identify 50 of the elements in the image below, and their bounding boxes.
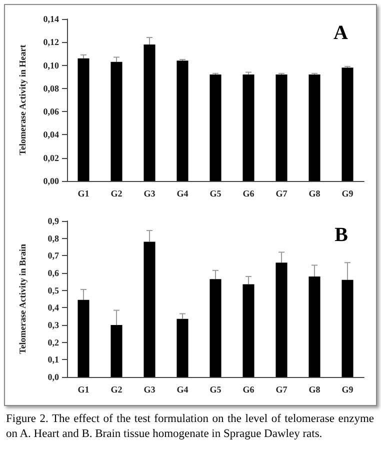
y-tick-label: 0,08 bbox=[43, 83, 60, 94]
x-tick-label: G1 bbox=[78, 188, 90, 198]
x-tick-label: G6 bbox=[242, 384, 255, 394]
y-tick-label: 0,4 bbox=[48, 302, 60, 313]
x-tick-label: G2 bbox=[110, 384, 123, 394]
x-tick-label: G7 bbox=[276, 384, 288, 394]
bar bbox=[210, 279, 222, 377]
bar bbox=[144, 242, 156, 377]
x-tick-label: G8 bbox=[308, 188, 321, 198]
x-tick-label: G3 bbox=[144, 188, 156, 198]
annotation: A bbox=[334, 22, 349, 44]
caption: Figure 2. The effect of the test formulation on the level of telomerase enzyme on A. Heart and B. Brain tissue homogenate in Sprague Dawley rats. bbox=[6, 412, 374, 442]
x-tick-label: G7 bbox=[276, 188, 288, 198]
y-axis-title: Telomerase Activity in Heart bbox=[18, 44, 28, 156]
bar bbox=[78, 300, 90, 377]
y-tick-label: 0,06 bbox=[43, 106, 60, 117]
bar bbox=[242, 284, 254, 377]
x-tick-label: G8 bbox=[308, 384, 321, 394]
bar bbox=[308, 276, 320, 377]
y-tick-label: 0,3 bbox=[48, 320, 60, 330]
x-tick-label: G2 bbox=[110, 188, 123, 198]
y-tick-label: 0,8 bbox=[48, 233, 60, 244]
annotation: B bbox=[334, 224, 348, 246]
bar bbox=[276, 262, 288, 377]
x-tick-label: G5 bbox=[210, 188, 222, 198]
y-axis-title: Telomerase Activity in Brain bbox=[18, 244, 28, 354]
y-tick-label: 0,1 bbox=[48, 354, 60, 365]
bar bbox=[342, 280, 354, 377]
y-tick-label: 0,2 bbox=[48, 337, 60, 348]
x-tick-label: G9 bbox=[342, 188, 354, 198]
y-tick-label: 0,00 bbox=[43, 176, 60, 186]
y-tick-label: 0,0 bbox=[48, 372, 60, 382]
y-tick-label: 0,7 bbox=[48, 250, 60, 261]
y-tick-label: 0,02 bbox=[43, 152, 60, 163]
y-tick-label: 0,12 bbox=[43, 37, 60, 48]
x-tick-label: G3 bbox=[144, 384, 156, 394]
x-tick-label: G4 bbox=[176, 384, 189, 394]
y-tick-label: 0,04 bbox=[43, 130, 60, 140]
y-tick-label: 0,6 bbox=[48, 268, 60, 278]
x-tick-label: G1 bbox=[78, 384, 90, 394]
y-tick-label: 0,10 bbox=[43, 60, 60, 70]
y-tick-label: 0,14 bbox=[43, 14, 60, 24]
x-tick-label: G5 bbox=[210, 384, 222, 394]
bar bbox=[176, 318, 188, 377]
x-tick-label: G4 bbox=[176, 188, 189, 198]
x-tick-label: G6 bbox=[242, 188, 255, 198]
y-tick-label: 0,5 bbox=[48, 285, 60, 296]
x-tick-label: G9 bbox=[342, 384, 354, 394]
y-tick-label: 0,9 bbox=[48, 216, 60, 226]
bar bbox=[110, 325, 122, 377]
